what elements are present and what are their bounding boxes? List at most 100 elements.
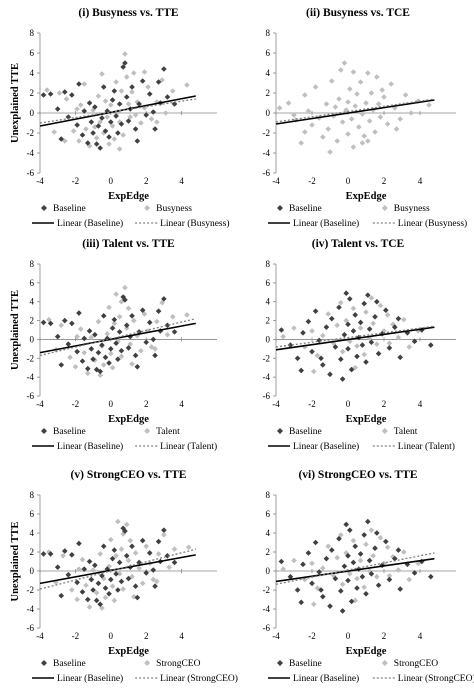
data-point: [347, 296, 353, 302]
data-point: [345, 346, 351, 352]
data-point: [415, 328, 421, 334]
data-point: [106, 591, 112, 597]
data-point: [116, 559, 123, 566]
data-point: [332, 575, 339, 582]
data-point: [81, 81, 88, 87]
legend-label: Linear (StrongCEO): [160, 673, 238, 684]
data-point: [314, 585, 321, 591]
data-point: [74, 579, 80, 586]
data-point: [90, 130, 96, 136]
data-point: [65, 341, 72, 347]
y-tick-label: -2: [263, 585, 271, 595]
data-point: [359, 342, 366, 348]
data-point: [123, 553, 130, 559]
data-point: [365, 70, 371, 76]
data-point: [83, 582, 89, 589]
x-tick-label: 2: [382, 176, 387, 186]
data-point: [116, 329, 123, 335]
data-point: [161, 527, 167, 533]
data-point: [70, 128, 77, 134]
data-point: [76, 138, 82, 144]
data-point: [325, 126, 331, 132]
data-point: [336, 304, 342, 311]
y-tick-label: 6: [266, 48, 271, 58]
data-point: [359, 140, 366, 146]
chart-title: (i) Busyness vs. TTE: [78, 7, 178, 19]
data-point: [93, 141, 100, 147]
data-point: [109, 364, 116, 371]
data-point: [47, 91, 54, 97]
legend-label: Baseline: [53, 427, 86, 437]
data-point: [365, 292, 371, 298]
x-tick-label: 4: [418, 631, 423, 641]
data-point: [141, 69, 148, 75]
data-point: [393, 126, 400, 132]
data-point: [309, 328, 315, 334]
data-point: [352, 312, 358, 318]
data-point: [123, 325, 130, 331]
legend-label: Linear (Baseline): [57, 218, 123, 229]
data-point: [145, 84, 151, 90]
data-point: [368, 527, 375, 533]
legend-marker-baseline: [41, 660, 47, 666]
data-point: [320, 593, 326, 600]
data-point: [426, 102, 432, 108]
data-point: [287, 573, 294, 580]
data-point: [93, 597, 100, 604]
data-point: [90, 567, 96, 573]
legend-label: Linear (Busyness): [160, 218, 229, 229]
trend-line-comparison: [275, 98, 435, 123]
x-axis-label: ExpEdge: [108, 414, 149, 425]
data-point: [69, 552, 75, 558]
data-point: [300, 330, 306, 336]
data-point: [116, 146, 123, 152]
data-point: [314, 352, 321, 359]
data-point: [125, 101, 132, 107]
data-point: [99, 572, 105, 579]
data-point: [184, 82, 190, 88]
data-point: [336, 96, 342, 102]
data-point: [132, 583, 139, 589]
chart-title: (vi) StrongCEO vs. TTE: [298, 469, 417, 481]
data-point: [102, 128, 109, 134]
data-point: [139, 78, 146, 84]
data-point: [305, 318, 312, 325]
data-point: [111, 316, 118, 323]
data-point: [113, 79, 119, 85]
data-point: [84, 365, 91, 372]
data-point: [138, 347, 144, 354]
data-point: [375, 350, 382, 357]
data-point: [379, 87, 385, 93]
legend-label: Linear (StrongCEO): [398, 673, 474, 684]
data-point: [345, 577, 351, 584]
trend-line-baseline: [275, 99, 435, 125]
trend-line-comparison: [39, 548, 196, 590]
data-point: [386, 340, 393, 346]
trend-line-comparison: [39, 318, 196, 357]
data-point: [309, 560, 315, 567]
x-tick-label: -2: [308, 399, 316, 409]
data-point: [65, 114, 72, 120]
x-tick-label: 0: [346, 176, 351, 186]
data-point: [79, 132, 86, 138]
legend-label: Linear (Busyness): [398, 218, 467, 229]
y-tick-label: 6: [266, 278, 271, 288]
y-tick-label: 8: [30, 259, 35, 269]
x-tick-label: 4: [179, 176, 184, 186]
data-point: [150, 567, 157, 573]
data-point: [325, 543, 331, 550]
data-point: [132, 352, 139, 359]
data-point: [99, 71, 105, 77]
y-tick-label: 4: [266, 528, 271, 538]
data-point: [312, 84, 319, 90]
y-tick-label: 0: [30, 334, 35, 344]
data-point: [184, 312, 190, 318]
data-point: [411, 570, 418, 576]
data-point: [368, 339, 375, 346]
x-tick-label: 4: [418, 399, 423, 409]
data-point: [347, 86, 353, 92]
data-point: [108, 536, 114, 543]
